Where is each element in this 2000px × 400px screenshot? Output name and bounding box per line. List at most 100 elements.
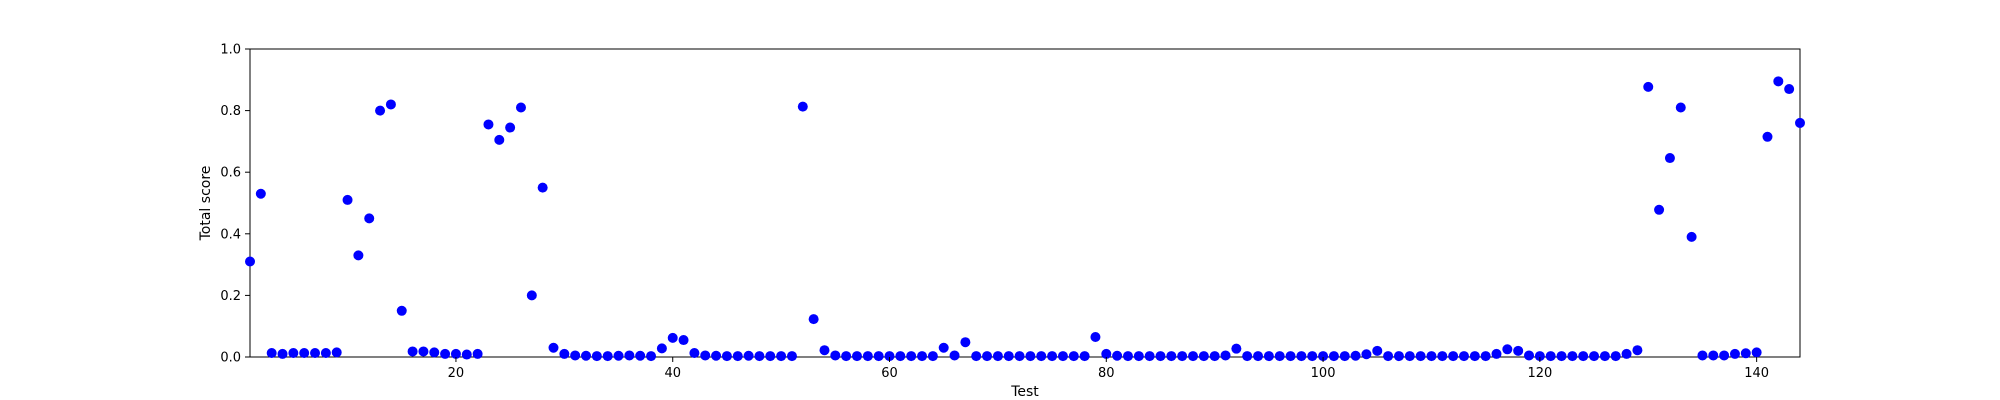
data-point [873, 351, 884, 362]
data-point [732, 351, 743, 362]
data-point [1014, 351, 1025, 362]
data-point [310, 348, 321, 358]
data-point [1057, 351, 1068, 362]
y-tick-label: 0.4 [220, 227, 241, 242]
data-point [277, 348, 288, 359]
data-point [646, 351, 657, 362]
data-point [548, 342, 559, 353]
data-point [591, 351, 602, 362]
data-point [1610, 351, 1621, 362]
y-tick-label: 1.0 [220, 43, 241, 58]
data-point [1122, 351, 1133, 362]
data-point [472, 348, 483, 359]
y-axis-label: Total score [198, 166, 214, 242]
data-point [1437, 351, 1448, 362]
data-point [559, 348, 570, 359]
data-point [375, 105, 386, 116]
data-point [949, 350, 960, 361]
data-point [1524, 350, 1535, 361]
data-point [1231, 343, 1242, 354]
plot-area-frame [249, 48, 1801, 358]
data-point [299, 348, 310, 358]
data-point [1697, 350, 1708, 361]
y-tick-label: 0.8 [220, 104, 241, 119]
data-point [537, 182, 548, 193]
data-point [1502, 344, 1513, 355]
data-point [895, 351, 906, 362]
data-point [1025, 351, 1036, 362]
x-tick-label: 140 [1744, 366, 1769, 381]
data-point [1675, 102, 1686, 113]
data-point [884, 351, 895, 362]
data-point [841, 351, 852, 362]
data-point [418, 346, 429, 357]
y-tick-label: 0.6 [220, 166, 241, 181]
data-point [1599, 351, 1610, 362]
data-point [1177, 351, 1188, 362]
data-point [1458, 351, 1469, 362]
data-point [1188, 351, 1199, 362]
data-point [906, 351, 917, 362]
data-point [851, 351, 862, 362]
x-axis-label: Test [1010, 384, 1039, 400]
data-point [1198, 351, 1209, 362]
data-point [927, 351, 938, 362]
data-point [353, 250, 364, 261]
data-point [1068, 351, 1079, 362]
x-tick-label: 60 [881, 366, 898, 381]
data-point [440, 348, 451, 359]
data-point [266, 348, 277, 358]
data-point [1480, 351, 1491, 362]
data-point [1350, 350, 1361, 361]
data-point [776, 351, 787, 362]
data-point [255, 188, 266, 199]
data-point [808, 314, 819, 325]
data-point [1047, 351, 1058, 362]
data-point [656, 343, 667, 354]
data-point [1393, 351, 1404, 362]
data-point [1144, 351, 1155, 362]
data-point [982, 351, 993, 362]
data-point [1253, 351, 1264, 362]
data-point [1296, 351, 1307, 362]
data-point [862, 351, 873, 362]
data-point [1621, 348, 1632, 359]
y-tick-label: 0.2 [220, 289, 241, 304]
data-point [786, 351, 797, 362]
data-point [971, 351, 982, 362]
data-point [819, 345, 830, 356]
data-point [1274, 351, 1285, 362]
data-point [1339, 351, 1350, 362]
data-point [1426, 351, 1437, 362]
x-tick-label: 100 [1311, 366, 1336, 381]
data-point [331, 347, 342, 358]
data-point [711, 350, 722, 361]
data-point [1112, 350, 1123, 361]
data-point [1448, 351, 1459, 362]
data-point [992, 351, 1003, 362]
data-point [1318, 351, 1329, 362]
data-point [1101, 348, 1112, 359]
data-point [1784, 84, 1795, 95]
data-point [385, 99, 396, 110]
data-point [1469, 351, 1480, 362]
data-point [1654, 204, 1665, 215]
data-point [1263, 351, 1274, 362]
data-point [1762, 131, 1773, 142]
data-point [581, 350, 592, 361]
data-point [1090, 331, 1101, 342]
data-point [526, 290, 537, 301]
data-point [613, 350, 624, 361]
data-points [245, 76, 1805, 362]
data-point [1133, 351, 1144, 362]
data-point [429, 347, 440, 358]
data-point [494, 134, 505, 145]
data-point [342, 194, 353, 205]
data-point [1079, 351, 1090, 362]
data-point [320, 348, 331, 358]
data-point [245, 256, 255, 267]
data-point [1686, 231, 1697, 242]
data-point [1415, 351, 1426, 362]
data-point [1285, 351, 1296, 362]
